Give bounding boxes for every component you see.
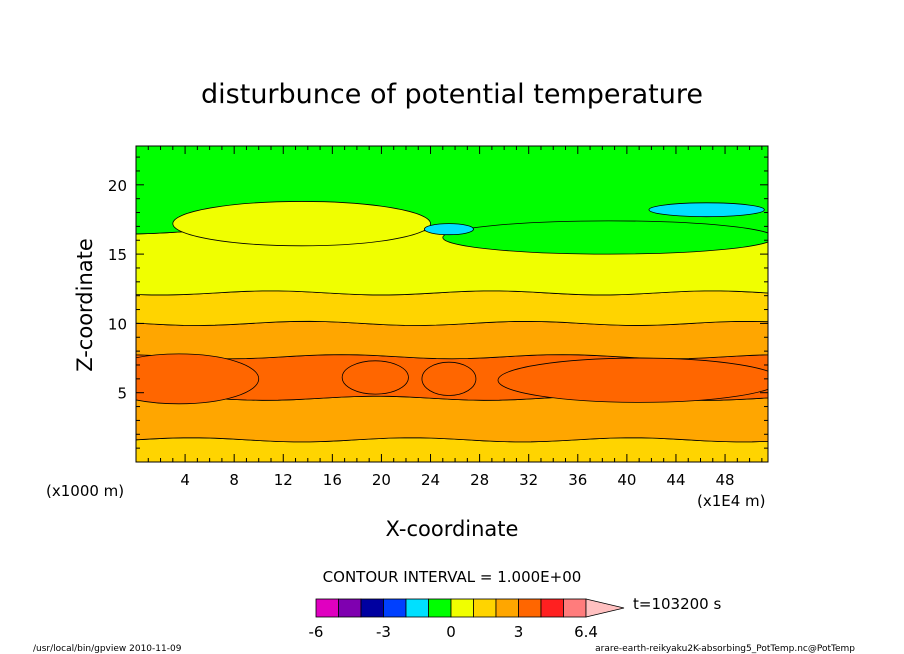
- x-tick-label: 20: [372, 471, 391, 489]
- x-axis-title: X-coordinate: [386, 517, 519, 541]
- x-axis-ticks: 4 8 12 16 20 24 28 32 36 40 44 48: [147, 146, 763, 489]
- colorbar-cell: [540, 598, 564, 618]
- y-axis-ticks: 5 10 15 20: [108, 156, 768, 449]
- colorbar-cell: [518, 598, 542, 618]
- contour-band: [136, 320, 768, 360]
- plot-area: [135, 145, 769, 463]
- colorbar: [315, 598, 625, 618]
- x-tick-label: 32: [519, 471, 538, 489]
- x-tick-label: 16: [323, 471, 342, 489]
- contour-feature: [423, 223, 474, 236]
- x-axis-unit: (x1E4 m): [697, 492, 766, 510]
- colorbar-cell: [383, 598, 407, 618]
- colorbar-tick-label: 6.4: [574, 623, 598, 641]
- y-axis-unit: (x1000 m): [46, 482, 124, 500]
- y-tick-label: 5: [117, 385, 127, 403]
- colorbar-tick-label: -6: [309, 623, 324, 641]
- x-tick-label: 28: [470, 471, 489, 489]
- chart-title: disturbunce of potential temperature: [201, 79, 703, 110]
- contour-band: [136, 290, 768, 326]
- contour-feature: [136, 353, 260, 405]
- colorbar-cell: [315, 598, 339, 618]
- time-label: t=103200 s: [633, 595, 721, 613]
- plot-frame: [135, 145, 769, 463]
- x-tick-label: 12: [274, 471, 293, 489]
- colorbar-ticks: -6 -3 0 3 6.4: [309, 623, 598, 641]
- contour-feature: [421, 361, 477, 396]
- colorbar-tick-label: -3: [376, 623, 391, 641]
- colorbar-tick-label: 0: [446, 623, 456, 641]
- x-tick-label: 44: [666, 471, 685, 489]
- colorbar-cell: [428, 598, 452, 618]
- contour-interval-label: CONTOUR INTERVAL = 1.000E+00: [323, 568, 582, 586]
- y-axis-title: Z-coordinate: [73, 238, 97, 372]
- x-tick-label: 40: [617, 471, 636, 489]
- colorbar-cell: [563, 598, 587, 618]
- footer-right: arare-earth-reikyaku2K-absorbing5_PotTem…: [595, 644, 855, 654]
- colorbar-cell: [405, 598, 429, 618]
- colorbar-cell: [473, 598, 497, 618]
- contour-band: [136, 395, 768, 443]
- footer-left: /usr/local/bin/gpview 2010-11-09: [33, 644, 182, 654]
- x-tick-label: 36: [568, 471, 587, 489]
- contour-band: [136, 437, 768, 462]
- colorbar-tick-label: 3: [514, 623, 524, 641]
- x-tick-label: 48: [716, 471, 735, 489]
- y-tick-label: 10: [108, 315, 127, 333]
- x-tick-label: 24: [421, 471, 440, 489]
- contour-feature: [648, 202, 765, 218]
- contour-feature: [442, 220, 768, 255]
- colorbar-cell: [360, 598, 384, 618]
- contour-feature: [341, 360, 409, 395]
- y-tick-label: 20: [108, 177, 127, 195]
- x-tick-label: 4: [180, 471, 190, 489]
- contour-feature: [497, 357, 768, 403]
- x-tick-label: 8: [229, 471, 239, 489]
- colorbar-cell: [338, 598, 362, 618]
- colorbar-arrow: [585, 598, 625, 618]
- colorbar-cell: [450, 598, 474, 618]
- colorbar-cell: [495, 598, 519, 618]
- y-tick-label: 15: [108, 246, 127, 264]
- contour-feature: [172, 201, 431, 247]
